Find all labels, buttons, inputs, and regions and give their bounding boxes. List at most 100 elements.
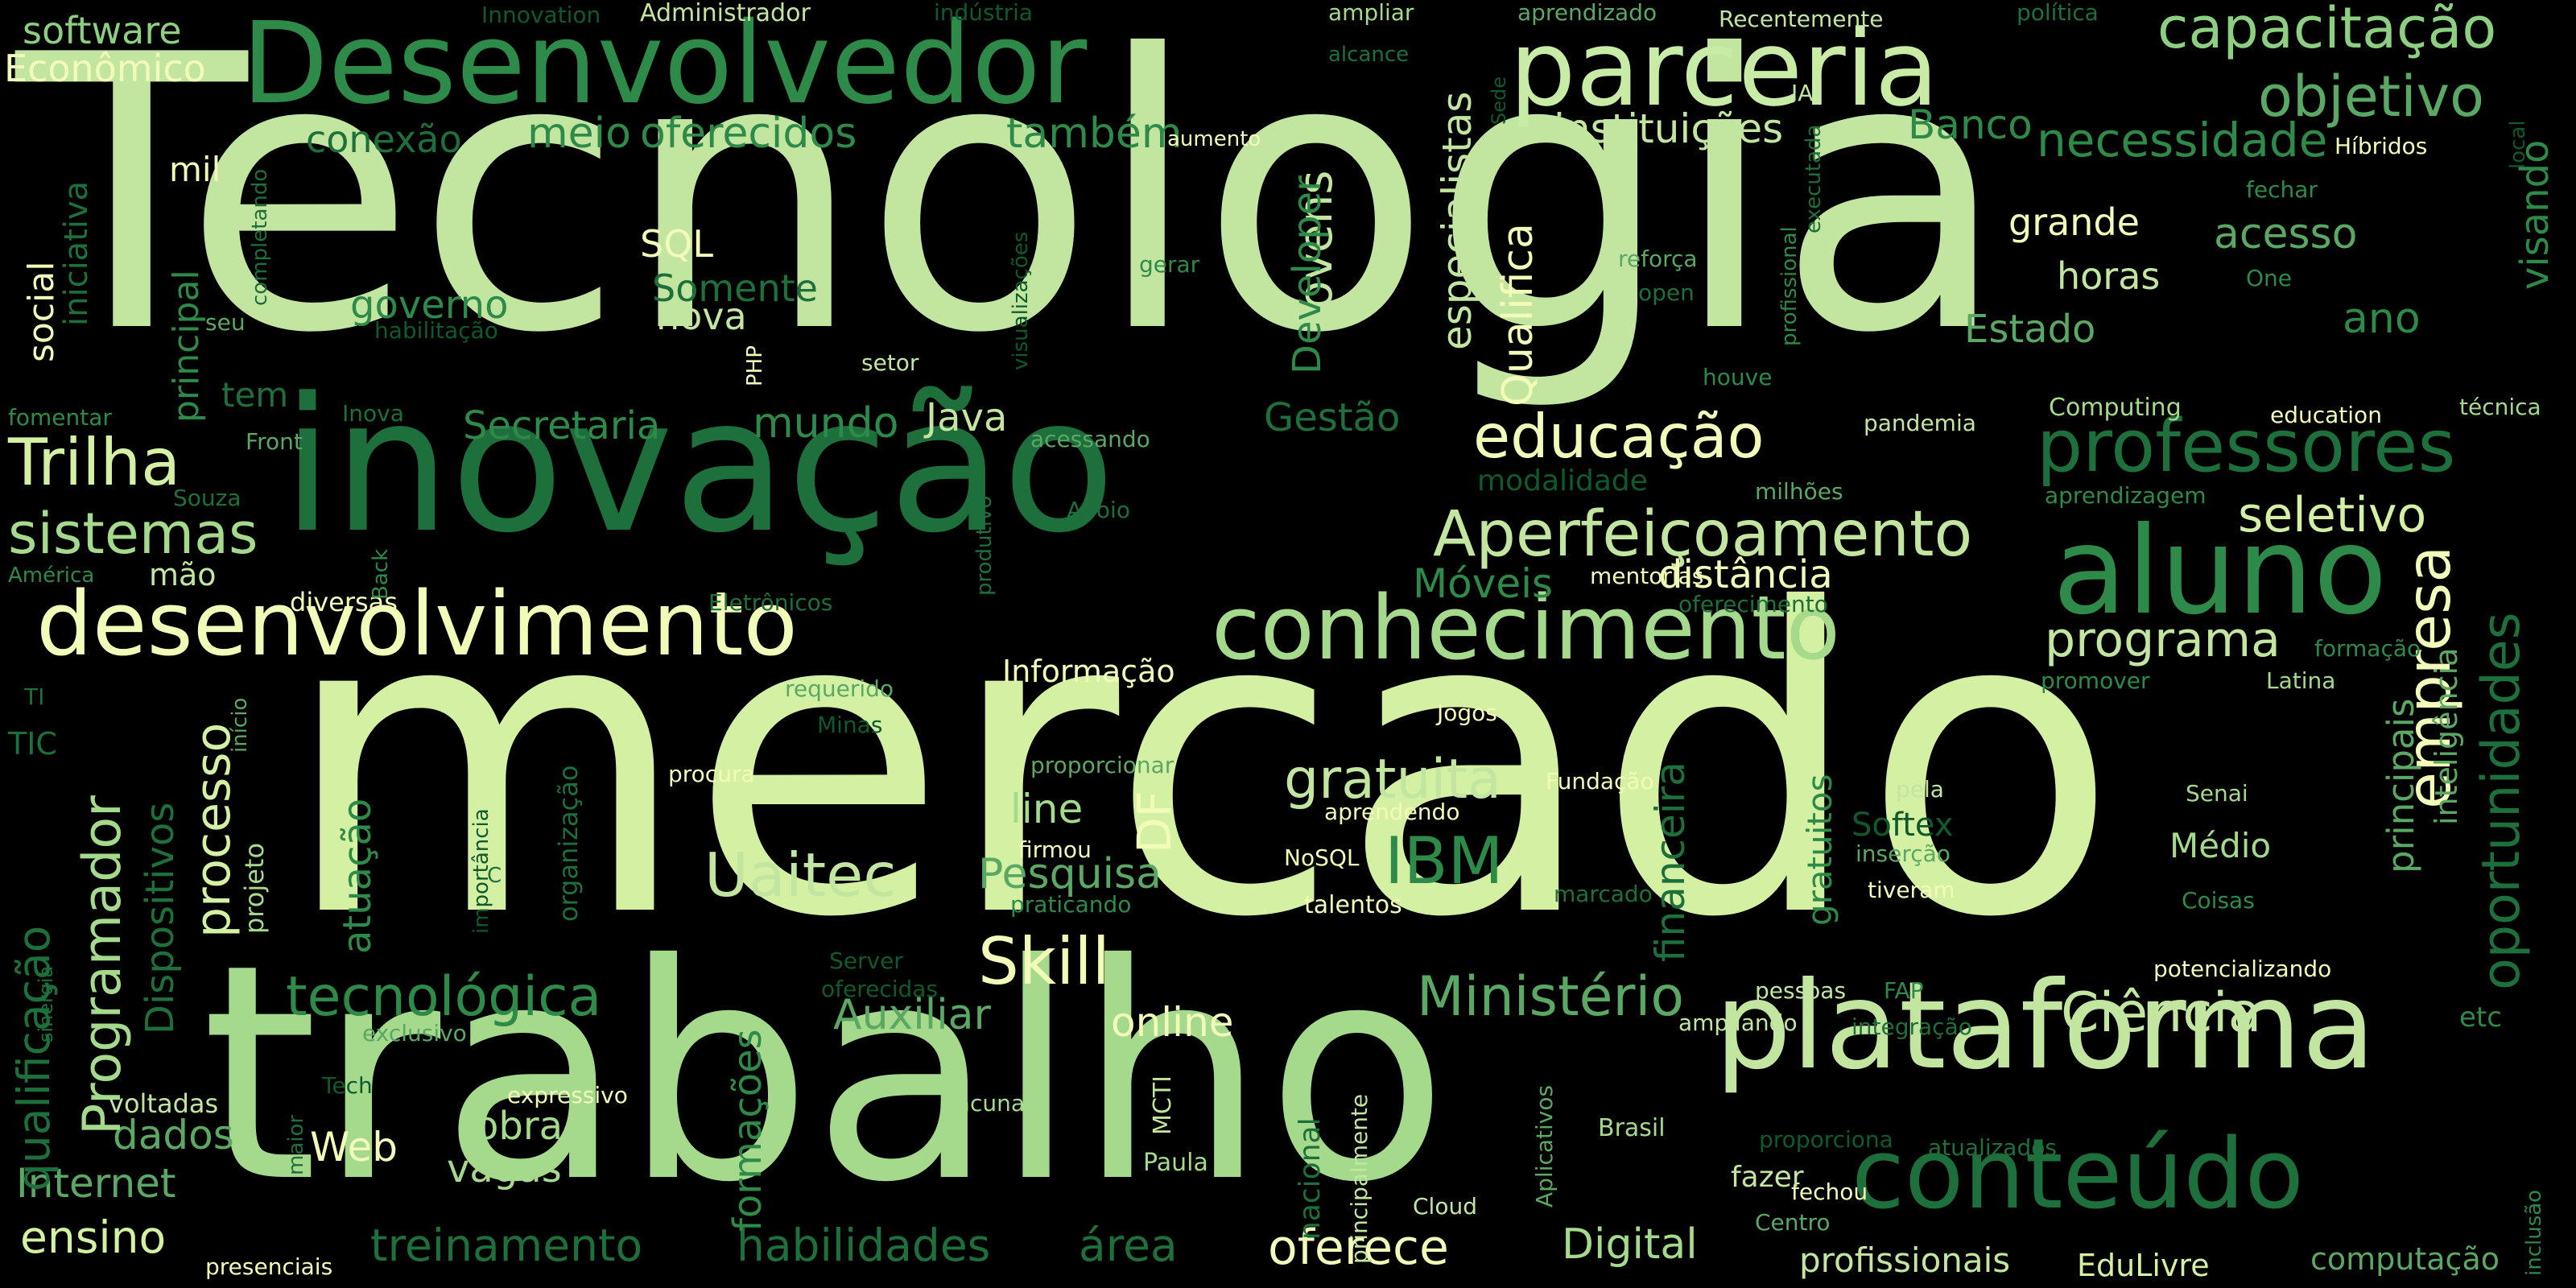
word-somente: Somente xyxy=(652,266,818,310)
word-brasil: Brasil xyxy=(1598,1114,1666,1142)
word-proporcionar: proporcionar xyxy=(1030,752,1174,778)
word-open: open xyxy=(1638,279,1695,306)
word-tecnologica: tecnológica xyxy=(286,965,602,1029)
word-obra: obra xyxy=(475,1104,563,1149)
word-educacao: educação xyxy=(1473,401,1765,472)
word-financeira: financeira xyxy=(1647,762,1694,962)
word-oferecidos: oferecidos xyxy=(640,109,857,158)
word-paula: Paula xyxy=(1143,1149,1208,1177)
word-fundacao: Fundação xyxy=(1546,768,1654,795)
word-one: One xyxy=(2246,265,2293,291)
word-treinamento: treinamento xyxy=(370,1220,643,1271)
word-proporciona: proporciona xyxy=(1759,1126,1893,1153)
word-potencializando: potencializando xyxy=(2153,956,2332,982)
word-conexao: conexão xyxy=(306,118,462,161)
word-programa: programa xyxy=(2045,612,2281,668)
word-profissionais: profissionais xyxy=(1799,1241,2011,1280)
word-ciencia: Ciência xyxy=(2061,981,2262,1045)
word-visualizacoes: visualizações xyxy=(1009,231,1033,370)
word-area: área xyxy=(1079,1220,1178,1271)
word-eletronicos: Eletrônicos xyxy=(708,589,833,616)
word-nova: nova xyxy=(656,295,747,338)
word-gerar: gerar xyxy=(1139,251,1200,278)
word-produtivo: produtivo xyxy=(972,495,997,596)
word-tic: TIC xyxy=(8,726,57,762)
word-oferecimento: oferecimento xyxy=(1678,591,1828,617)
word-inclusao: inclusão xyxy=(2522,1189,2546,1276)
word-principais: principais xyxy=(2380,698,2422,873)
word-df: DF xyxy=(1127,790,1182,853)
word-lacunas: lacunas xyxy=(950,1090,1037,1117)
word-banco: Banco xyxy=(1908,101,2033,148)
word-atualizados: atualizados xyxy=(1928,1134,2057,1161)
word-local: local xyxy=(2506,120,2530,169)
word-reforca: reforça xyxy=(1618,246,1698,272)
word-sistemas: sistemas xyxy=(8,501,258,567)
word-programador: Programador xyxy=(72,795,133,1135)
word-dispositivos: Dispositivos xyxy=(138,802,183,1034)
word-organizacao: organização xyxy=(553,765,584,922)
word-tiveram: tiveram xyxy=(1868,877,1955,903)
word-qualifica: Qualifica xyxy=(1494,223,1542,407)
word-meio: meio xyxy=(527,109,631,158)
word-centro: Centro xyxy=(1755,1209,1831,1236)
word-java: Java xyxy=(926,395,1008,440)
word-pela: pela xyxy=(1896,776,1944,803)
word-desenvolvimento: desenvolvimento xyxy=(36,572,798,675)
word-houve: houve xyxy=(1703,364,1773,390)
word-server: Server xyxy=(829,947,903,974)
word-sinergia: sinergia xyxy=(35,965,57,1042)
word-coisas: Coisas xyxy=(2182,887,2255,914)
word-ampliando: ampliando xyxy=(1678,1009,1798,1036)
word-formacoes: formações xyxy=(725,1029,770,1232)
word-fomentar: fomentar xyxy=(8,404,112,431)
word-atuacao: atuação xyxy=(335,798,380,954)
word-horas: horas xyxy=(2057,254,2161,298)
word-sede: Sede xyxy=(1488,76,1510,125)
word-voltadas: voltadas xyxy=(109,1088,219,1119)
word-pandemia: pandemia xyxy=(1864,410,1976,436)
word-acesso: acesso xyxy=(2214,210,2358,258)
word-necessidade: necessidade xyxy=(2037,113,2328,167)
word-inteligencia: inteligência xyxy=(2429,647,2464,825)
word-principal: principal xyxy=(166,270,207,423)
word-capacitacao: capacitação xyxy=(2157,0,2497,61)
word-seu: seu xyxy=(205,309,246,336)
word-back: Back xyxy=(369,548,393,600)
word-diversas: diversas xyxy=(290,587,398,617)
word-aprendendo: aprendendo xyxy=(1324,799,1460,825)
word-inova: Inova xyxy=(342,400,404,427)
word-instituicoes: instituições xyxy=(1554,105,1784,152)
word-milhoes: milhões xyxy=(1755,478,1843,505)
word-setor: setor xyxy=(861,349,919,376)
word-formacao: formação xyxy=(2314,635,2421,662)
word-processo: processo xyxy=(185,722,242,938)
word-mundo: mundo xyxy=(753,399,899,448)
word-ia: IA xyxy=(1791,80,1814,106)
word-ampliar: ampliar xyxy=(1328,0,1414,26)
word-gestao: Gestão xyxy=(1264,395,1401,440)
word-softex: Softex xyxy=(1852,807,1954,844)
word-praticando: praticando xyxy=(1010,891,1132,918)
word-gratuitos: gratuitos xyxy=(1800,774,1839,926)
word-cloud-text: Cloud xyxy=(1413,1193,1477,1220)
word-medio: Médio xyxy=(2169,826,2272,865)
word-firmou: firmou xyxy=(1018,836,1092,863)
word-talentos: talentos xyxy=(1304,891,1402,919)
word-professores: professores xyxy=(2037,404,2456,489)
word-grande: grande xyxy=(2008,200,2140,244)
word-auxiliar: Auxiliar xyxy=(833,991,991,1039)
word-completando: completando xyxy=(248,168,272,306)
word-innovation: Innovation xyxy=(481,2,601,28)
word-economico: Econômico xyxy=(4,47,206,90)
word-aperfeicoamento: Aperfeiçoamento xyxy=(1433,498,1973,571)
word-minas: Minas xyxy=(817,712,883,738)
word-conteudo: conteúdo xyxy=(1852,1119,2304,1231)
word-projeto: projeto xyxy=(239,842,270,934)
word-trabalho: trabalho xyxy=(201,902,1449,1248)
word-digital: Digital xyxy=(1562,1220,1698,1269)
word-procura: procura xyxy=(668,761,755,787)
word-senai: Senai xyxy=(2186,780,2248,807)
word-ministerio: Ministério xyxy=(1417,965,1684,1029)
